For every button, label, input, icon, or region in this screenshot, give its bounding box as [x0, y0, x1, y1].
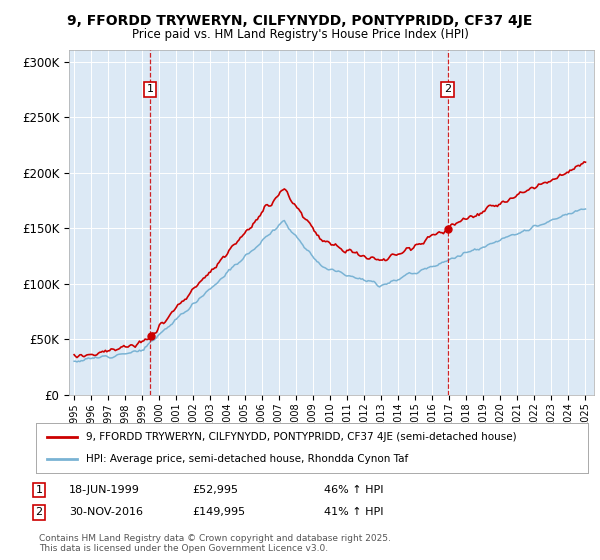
Text: 30-NOV-2016: 30-NOV-2016 — [69, 507, 143, 517]
Text: HPI: Average price, semi-detached house, Rhondda Cynon Taf: HPI: Average price, semi-detached house,… — [86, 454, 408, 464]
Text: 46% ↑ HPI: 46% ↑ HPI — [324, 485, 383, 495]
Text: £149,995: £149,995 — [192, 507, 245, 517]
Text: 1: 1 — [146, 85, 154, 94]
Text: 2: 2 — [35, 507, 43, 517]
Text: 2: 2 — [444, 85, 451, 94]
Text: Contains HM Land Registry data © Crown copyright and database right 2025.
This d: Contains HM Land Registry data © Crown c… — [39, 534, 391, 553]
Text: £52,995: £52,995 — [192, 485, 238, 495]
Text: 1: 1 — [35, 485, 43, 495]
Text: 18-JUN-1999: 18-JUN-1999 — [69, 485, 140, 495]
Text: 9, FFORDD TRYWERYN, CILFYNYDD, PONTYPRIDD, CF37 4JE (semi-detached house): 9, FFORDD TRYWERYN, CILFYNYDD, PONTYPRID… — [86, 432, 517, 442]
Text: Price paid vs. HM Land Registry's House Price Index (HPI): Price paid vs. HM Land Registry's House … — [131, 28, 469, 41]
Text: 41% ↑ HPI: 41% ↑ HPI — [324, 507, 383, 517]
Text: 9, FFORDD TRYWERYN, CILFYNYDD, PONTYPRIDD, CF37 4JE: 9, FFORDD TRYWERYN, CILFYNYDD, PONTYPRID… — [67, 14, 533, 28]
